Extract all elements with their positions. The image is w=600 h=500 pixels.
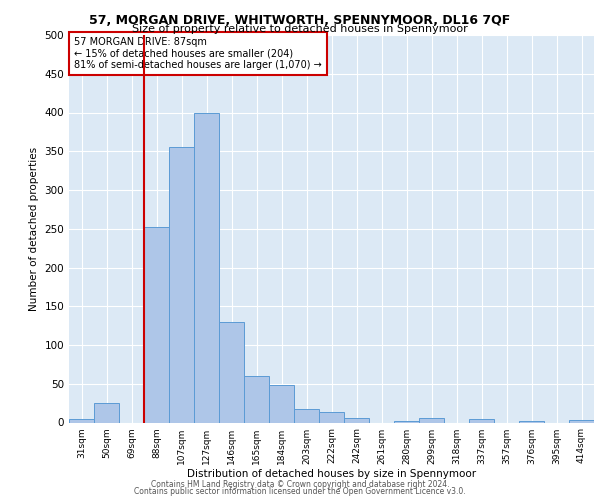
Text: 57 MORGAN DRIVE: 87sqm
← 15% of detached houses are smaller (204)
81% of semi-de: 57 MORGAN DRIVE: 87sqm ← 15% of detached… (74, 37, 322, 70)
Bar (94, 403, 119, 422)
Bar (319, 412, 344, 422)
Bar (569, 420, 594, 422)
Bar (519, 421, 544, 422)
Bar (419, 418, 444, 422)
Bar (194, 112, 219, 422)
Bar (394, 421, 419, 422)
Bar (144, 227, 169, 422)
Bar (469, 418, 494, 422)
Text: 57, MORGAN DRIVE, WHITWORTH, SPENNYMOOR, DL16 7QF: 57, MORGAN DRIVE, WHITWORTH, SPENNYMOOR,… (89, 14, 511, 27)
Bar (244, 376, 269, 422)
Bar (294, 408, 319, 422)
Text: Contains public sector information licensed under the Open Government Licence v3: Contains public sector information licen… (134, 487, 466, 496)
Bar (69, 418, 94, 422)
X-axis label: Distribution of detached houses by size in Spennymoor: Distribution of detached houses by size … (187, 470, 476, 480)
Y-axis label: Number of detached properties: Number of detached properties (29, 146, 39, 311)
Text: Contains HM Land Registry data © Crown copyright and database right 2024.: Contains HM Land Registry data © Crown c… (151, 480, 449, 489)
Text: Size of property relative to detached houses in Spennymoor: Size of property relative to detached ho… (132, 24, 468, 34)
Bar (344, 418, 369, 422)
Bar (219, 322, 244, 422)
Bar (269, 386, 294, 422)
Bar (169, 148, 194, 422)
